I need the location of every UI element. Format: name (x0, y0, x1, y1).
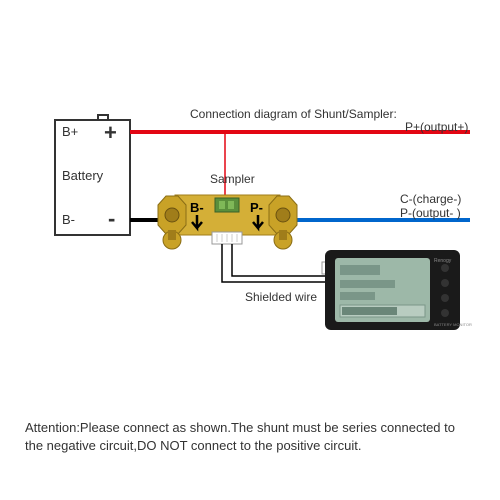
sampler-shunt: B- P- (158, 195, 297, 249)
diagram-title: Connection diagram of Shunt/Sampler: (190, 107, 397, 121)
battery-bminus: B- (62, 212, 75, 227)
svg-text:Renogy: Renogy (434, 258, 452, 264)
attention-text: Attention:Please connect as shown.The sh… (25, 419, 475, 455)
svg-text:B-: B- (190, 200, 204, 215)
battery-bplus: B+ (62, 124, 78, 139)
c-minus-label: C-(charge-) (400, 192, 461, 206)
left-bolt (158, 196, 186, 249)
battery-label: Battery (62, 168, 103, 183)
svg-text:BATTERY MONITOR: BATTERY MONITOR (434, 322, 472, 327)
battery-monitor: Renogy BATTERY MONITOR (325, 250, 472, 330)
svg-text:P-: P- (250, 200, 263, 215)
battery-plus: + (104, 120, 117, 146)
p-plus-label: P+(output+) (405, 120, 468, 134)
sampler-label: Sampler (210, 172, 255, 186)
battery-minus: - (108, 206, 115, 232)
shielded-wire-label: Shielded wire (245, 290, 317, 304)
p-minus-label: P-(output- ) (400, 206, 461, 220)
right-bolt (269, 196, 297, 249)
